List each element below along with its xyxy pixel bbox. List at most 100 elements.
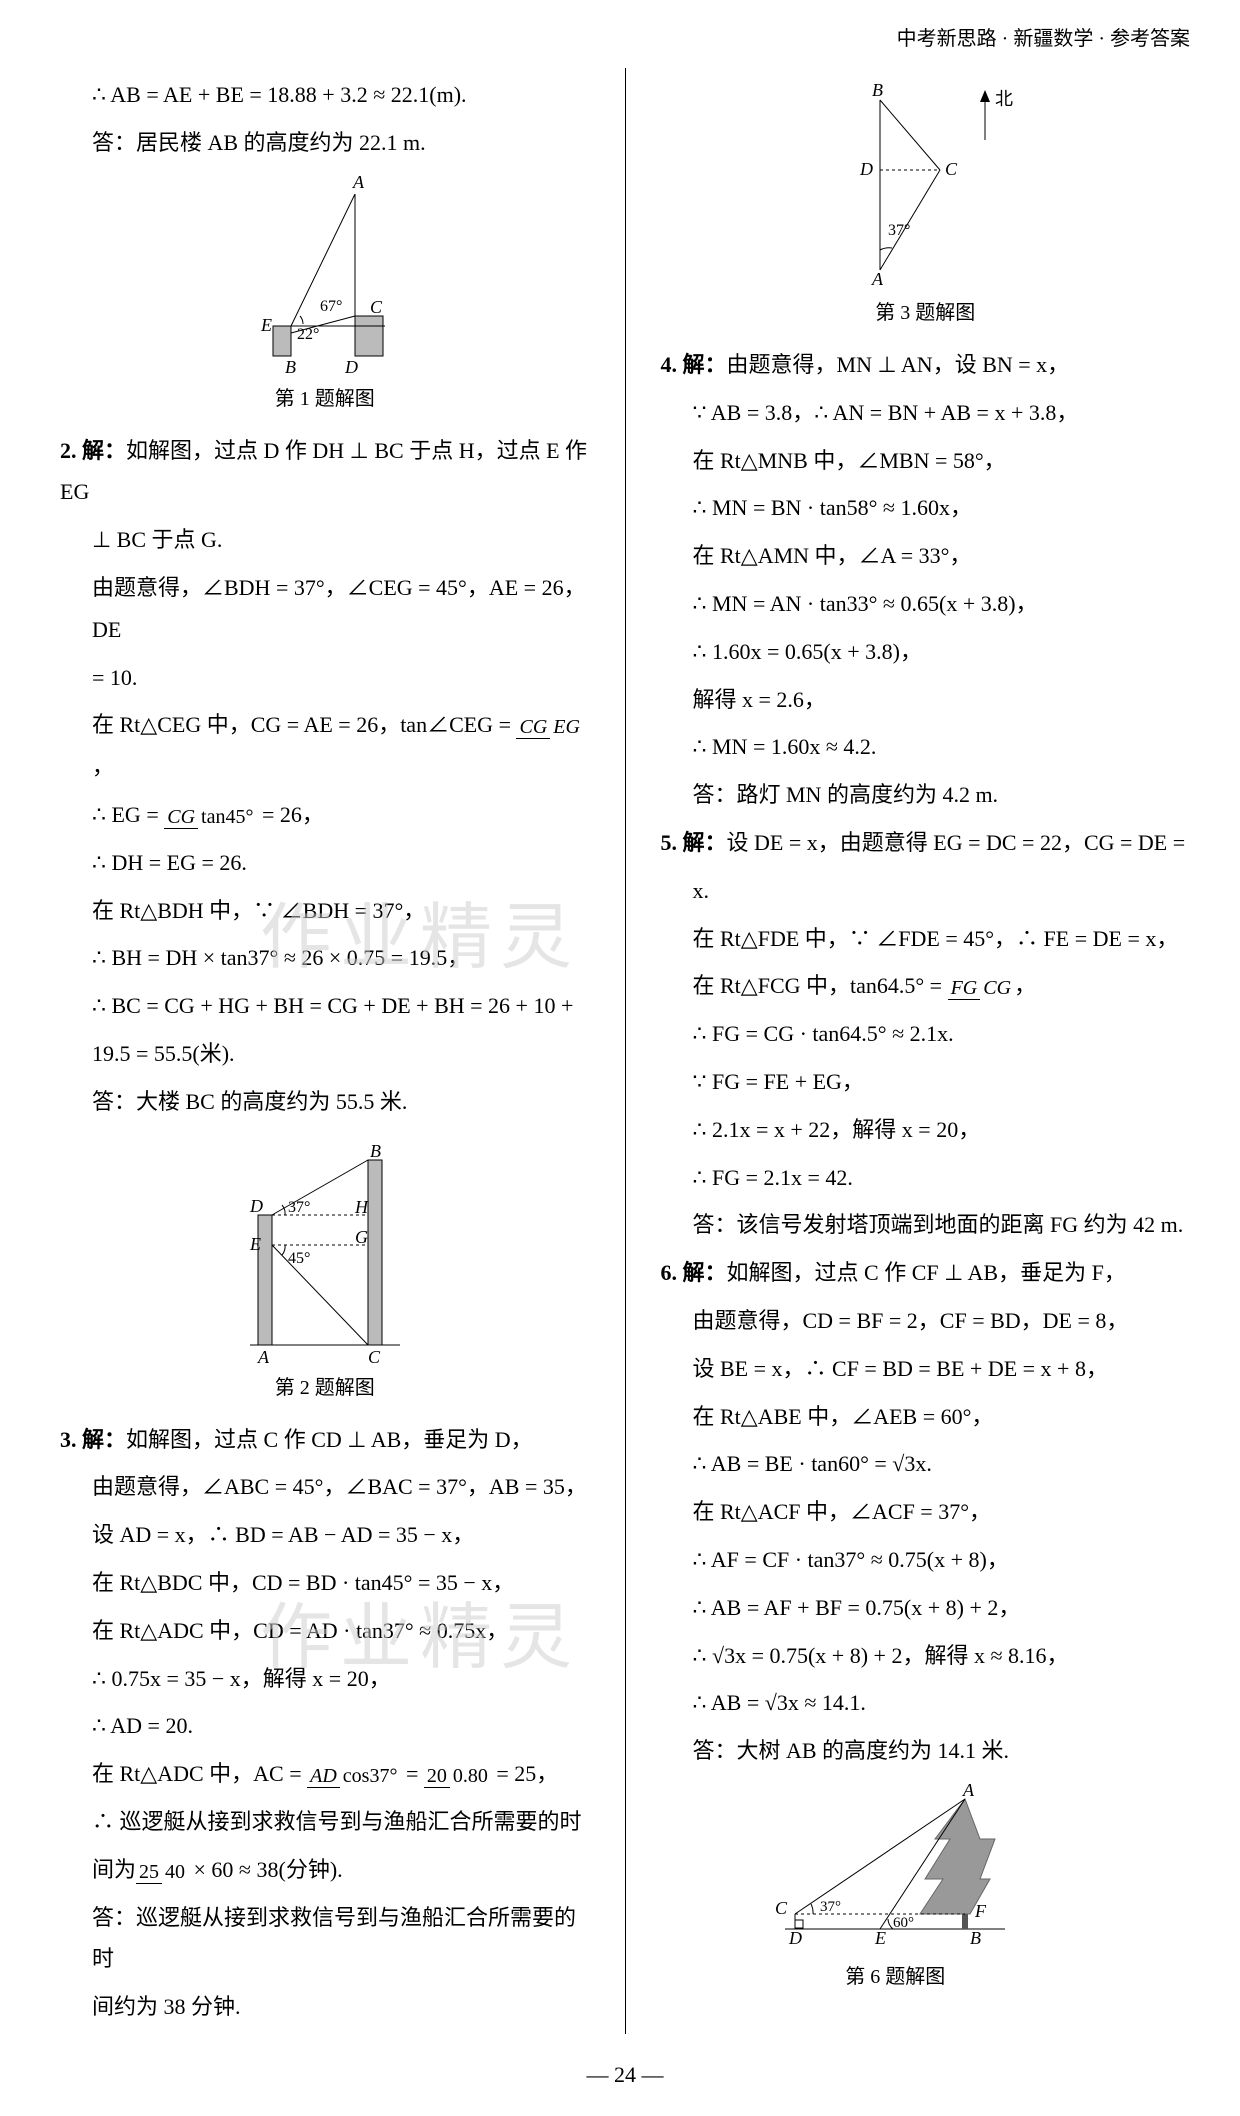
svg-text:C: C (368, 1347, 381, 1365)
svg-text:D: D (249, 1196, 263, 1216)
text-line: 在 Rt△CEG 中，CG = AE = 26，tan∠CEG = CGEG， (60, 704, 590, 788)
text-line: 4. 解：由题意得，MN ⊥ AN，设 BN = x， (661, 344, 1191, 386)
text-line: 在 Rt△ADC 中，AC = ADcos37° = 200.80 = 25， (60, 1753, 590, 1795)
text-line: ∴ BC = CG + HG + BH = CG + DE + BH = 26 … (60, 985, 590, 1027)
text-line: 间为2540 × 60 ≈ 38(分钟). (60, 1849, 590, 1891)
text-line: ∴ AB = BE · tan60° = √3x. (661, 1443, 1191, 1485)
left-column: ∴ AB = AE + BE = 18.88 + 3.2 ≈ 22.1(m). … (60, 68, 590, 2034)
text-line: 答：巡逻艇从接到求救信号到与渔船汇合所需要的时 (60, 1897, 590, 1981)
text-line: ∴ MN = AN · tan33° ≈ 0.65(x + 3.8)， (661, 583, 1191, 625)
text-line: ∵ AB = 3.8，∴ AN = BN + AB = x + 3.8， (661, 392, 1191, 434)
svg-text:D: D (788, 1928, 802, 1948)
svg-text:B: B (970, 1928, 981, 1948)
figure-caption: 第 1 题解图 (60, 380, 590, 418)
right-column: B D C A 37° 北 第 3 题解图 4. 解：由题意得，MN ⊥ AN，… (661, 68, 1191, 2034)
svg-text:67°: 67° (320, 298, 342, 315)
figure-caption: 第 2 题解图 (60, 1369, 590, 1407)
svg-text:B: B (285, 357, 296, 376)
svg-text:45°: 45° (288, 1250, 310, 1267)
svg-text:B: B (872, 80, 883, 100)
text-line: 在 Rt△FCG 中，tan64.5° = FGCG， (661, 965, 1191, 1007)
content-columns: ∴ AB = AE + BE = 18.88 + 3.2 ≈ 22.1(m). … (60, 68, 1190, 2034)
figure-6: A B C D E F 37° 60° 第 6 题解图 (661, 1784, 1191, 1996)
svg-text:37°: 37° (888, 222, 910, 239)
svg-text:A: A (352, 176, 365, 192)
svg-text:E: E (874, 1928, 886, 1948)
column-divider (625, 68, 626, 2034)
svg-text:A: A (962, 1784, 975, 1800)
svg-text:E: E (249, 1234, 261, 1254)
text-line: ∴ AB = AE + BE = 18.88 + 3.2 ≈ 22.1(m). (60, 74, 590, 116)
text-line: 答：大楼 BC 的高度约为 55.5 米. (60, 1081, 590, 1123)
text-line: 设 BE = x，∴ CF = BD = BE + DE = x + 8， (661, 1348, 1191, 1390)
page-number: — 24 — (60, 2054, 1190, 2096)
text-line: 答：大树 AB 的高度约为 14.1 米. (661, 1730, 1191, 1772)
svg-text:B: B (370, 1141, 381, 1161)
text-line: 在 Rt△ADC 中，CD = AD · tan37° ≈ 0.75x， (60, 1610, 590, 1652)
text-line: ∴ MN = BN · tan58° ≈ 1.60x， (661, 487, 1191, 529)
text-line: 答：居民楼 AB 的高度约为 22.1 m. (60, 122, 590, 164)
text-line: ∴ MN = 1.60x ≈ 4.2. (661, 726, 1191, 768)
text-line: ⊥ BC 于点 G. (60, 519, 590, 561)
svg-text:E: E (260, 315, 272, 335)
text-line: 5. 解：设 DE = x，由题意得 EG = DC = 22，CG = DE … (661, 822, 1191, 864)
svg-text:C: C (945, 159, 958, 179)
text-line: ∴ FG = 2.1x = 42. (661, 1157, 1191, 1199)
svg-text:北: 北 (995, 89, 1013, 109)
svg-text:37°: 37° (820, 1899, 841, 1915)
svg-text:D: D (344, 357, 358, 376)
text-line: 由题意得，∠ABC = 45°，∠BAC = 37°，AB = 35， (60, 1466, 590, 1508)
svg-text:37°: 37° (288, 1199, 310, 1216)
text-line: 答：路灯 MN 的高度约为 4.2 m. (661, 774, 1191, 816)
text-line: ∴ 2.1x = x + 22，解得 x = 20， (661, 1109, 1191, 1151)
text-line: = 10. (60, 657, 590, 699)
text-line: 设 AD = x，∴ BD = AB − AD = 35 − x， (60, 1514, 590, 1556)
text-line: ∴ 1.60x = 0.65(x + 3.8)， (661, 631, 1191, 673)
text-line: 在 Rt△ACF 中，∠ACF = 37°， (661, 1491, 1191, 1533)
text-line: 在 Rt△AMN 中，∠A = 33°， (661, 535, 1191, 577)
figure-1: A B C D E 67° 22° 第 1 题解图 (60, 176, 590, 418)
figure-caption: 第 3 题解图 (661, 294, 1191, 332)
text-line: 在 Rt△BDH 中，∵ ∠BDH = 37°， (60, 890, 590, 932)
text-line: ∴ 巡逻艇从接到求救信号到与渔船汇合所需要的时 (60, 1801, 590, 1843)
text-line: 在 Rt△FDE 中，∵ ∠FDE = 45°，∴ FE = DE = x， (661, 918, 1191, 960)
svg-text:D: D (859, 159, 873, 179)
text-line: 解得 x = 2.6， (661, 679, 1191, 721)
figure-3: B D C A 37° 北 第 3 题解图 (661, 80, 1191, 332)
text-line: ∴ AB = √3x ≈ 14.1. (661, 1682, 1191, 1724)
text-line: 19.5 = 55.5(米). (60, 1033, 590, 1075)
svg-text:A: A (871, 269, 884, 289)
svg-text:C: C (775, 1898, 788, 1918)
text-line: ∴ DH = EG = 26. (60, 842, 590, 884)
text-line: ∴ √3x = 0.75(x + 8) + 2，解得 x ≈ 8.16， (661, 1635, 1191, 1677)
text-line: ∴ FG = CG · tan64.5° ≈ 2.1x. (661, 1013, 1191, 1055)
text-line: 3. 解：如解图，过点 C 作 CD ⊥ AB，垂足为 D， (60, 1419, 590, 1461)
text-line: 在 Rt△MNB 中，∠MBN = 58°， (661, 440, 1191, 482)
text-line: 由题意得，∠BDH = 37°，∠CEG = 45°，AE = 26，DE (60, 567, 590, 651)
svg-text:C: C (370, 297, 383, 317)
page-header: 中考新思路 · 新疆数学 · 参考答案 (60, 20, 1190, 58)
text-line: 6. 解：如解图，过点 C 作 CF ⊥ AB，垂足为 F， (661, 1252, 1191, 1294)
figure-2: D E A C B H G 37° 45° 第 2 题解图 (60, 1135, 590, 1407)
text-line: ∵ FG = FE + EG， (661, 1061, 1191, 1103)
text-line: ∴ BH = DH × tan37° ≈ 26 × 0.75 = 19.5， (60, 937, 590, 979)
text-line: 间约为 38 分钟. (60, 1986, 590, 2028)
text-line: ∴ EG = CGtan45° = 26， (60, 794, 590, 836)
svg-text:22°: 22° (297, 326, 319, 343)
svg-text:A: A (257, 1347, 270, 1365)
text-line: ∴ AD = 20. (60, 1705, 590, 1747)
text-line: 2. 解：如解图，过点 D 作 DH ⊥ BC 于点 H，过点 E 作 EG (60, 430, 590, 514)
text-line: ∴ AB = AF + BF = 0.75(x + 8) + 2， (661, 1587, 1191, 1629)
svg-text:G: G (355, 1227, 368, 1247)
text-line: 答：该信号发射塔顶端到地面的距离 FG 约为 42 m. (661, 1204, 1191, 1246)
svg-text:H: H (354, 1197, 369, 1217)
svg-text:F: F (974, 1901, 987, 1921)
svg-text:60°: 60° (893, 1915, 914, 1931)
text-line: x. (661, 870, 1191, 912)
figure-caption: 第 6 题解图 (661, 1958, 1131, 1996)
text-line: 在 Rt△ABE 中，∠AEB = 60°， (661, 1396, 1191, 1438)
text-line: ∴ AF = CF · tan37° ≈ 0.75(x + 8)， (661, 1539, 1191, 1581)
text-line: ∴ 0.75x = 35 − x，解得 x = 20， (60, 1658, 590, 1700)
text-line: 由题意得，CD = BF = 2，CF = BD，DE = 8， (661, 1300, 1191, 1342)
text-line: 在 Rt△BDC 中，CD = BD · tan45° = 35 − x， (60, 1562, 590, 1604)
